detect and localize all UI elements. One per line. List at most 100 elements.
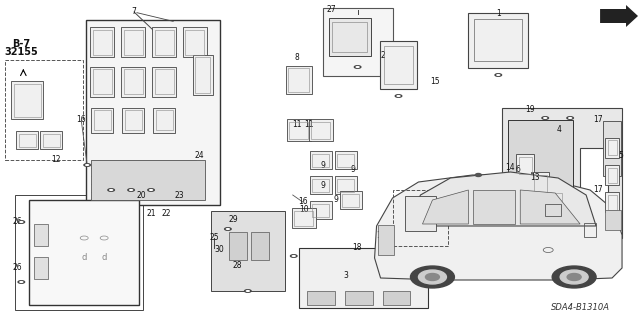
Bar (380, 41, 417, 89)
Bar (392, 190, 449, 246)
Bar (91, 160, 205, 200)
Bar (605, 192, 619, 212)
Bar (607, 195, 616, 210)
Bar (211, 211, 285, 291)
Circle shape (552, 266, 596, 288)
Circle shape (246, 290, 250, 292)
Circle shape (127, 188, 135, 192)
Bar (93, 110, 111, 130)
Bar (86, 19, 220, 204)
Bar (229, 232, 247, 260)
Text: 9: 9 (350, 166, 355, 174)
Circle shape (244, 289, 252, 293)
Bar (40, 131, 62, 149)
Bar (584, 223, 596, 237)
Text: SDA4-B1310A: SDA4-B1310A (550, 302, 610, 311)
Bar (468, 12, 528, 68)
Bar (156, 110, 173, 130)
Bar (122, 108, 144, 132)
Text: 32155: 32155 (4, 47, 38, 57)
Text: 13: 13 (531, 174, 540, 182)
Bar (603, 121, 621, 175)
Text: 1: 1 (496, 10, 500, 19)
Bar (288, 69, 309, 92)
Text: 14: 14 (506, 164, 515, 173)
Polygon shape (406, 172, 596, 226)
Bar (337, 179, 354, 191)
Bar (545, 204, 561, 216)
Text: 9: 9 (320, 160, 325, 169)
Text: 24: 24 (194, 151, 204, 160)
Bar (605, 165, 619, 185)
Bar (335, 176, 356, 194)
Bar (342, 194, 359, 206)
Text: 3: 3 (343, 271, 348, 279)
Bar (310, 201, 332, 219)
Bar (90, 27, 114, 57)
Bar (124, 29, 143, 55)
Bar (121, 27, 145, 57)
Text: 22: 22 (161, 209, 171, 218)
Bar (186, 29, 204, 55)
Text: d: d (102, 254, 107, 263)
Bar (43, 133, 60, 146)
Bar (323, 8, 392, 76)
Text: 17: 17 (593, 115, 603, 124)
Circle shape (83, 163, 91, 167)
Bar (508, 120, 573, 200)
Bar (91, 108, 113, 132)
Text: 29: 29 (228, 216, 237, 225)
Circle shape (129, 189, 133, 191)
Bar (152, 27, 176, 57)
Circle shape (19, 281, 24, 283)
Bar (312, 204, 329, 217)
Text: 9: 9 (333, 196, 338, 204)
Bar (154, 29, 173, 55)
Circle shape (19, 221, 24, 223)
Circle shape (354, 65, 362, 69)
Text: 5: 5 (619, 151, 623, 160)
Text: 8: 8 (294, 54, 299, 63)
Bar (534, 174, 547, 191)
Text: 9: 9 (320, 181, 325, 189)
Text: Fr.: Fr. (602, 11, 614, 21)
Text: 11: 11 (304, 121, 314, 130)
Bar (605, 210, 621, 230)
Text: B-7: B-7 (12, 39, 30, 49)
Circle shape (567, 273, 581, 280)
Bar (292, 208, 316, 228)
Bar (29, 199, 139, 305)
Text: 4: 4 (557, 125, 562, 135)
Bar (607, 167, 616, 182)
Text: 17: 17 (593, 186, 603, 195)
Bar (289, 122, 308, 138)
Circle shape (541, 116, 549, 120)
Circle shape (494, 73, 502, 77)
Bar (531, 172, 549, 194)
Bar (195, 57, 211, 93)
Bar (307, 291, 335, 305)
Bar (404, 196, 436, 231)
Bar (340, 191, 362, 209)
Circle shape (396, 95, 401, 97)
Text: 6: 6 (516, 166, 521, 174)
Bar (251, 232, 269, 260)
Bar (344, 291, 372, 305)
Circle shape (568, 117, 572, 119)
Bar (154, 70, 173, 94)
Bar (286, 66, 312, 94)
Bar (183, 27, 207, 57)
Text: B-7: B-7 (454, 208, 472, 218)
Circle shape (476, 174, 481, 176)
Bar (607, 140, 616, 155)
Text: 30: 30 (214, 246, 224, 255)
Bar (294, 211, 313, 226)
Text: 26: 26 (13, 218, 22, 226)
Circle shape (290, 254, 298, 258)
Bar (605, 138, 619, 158)
Bar (121, 67, 145, 97)
Bar (125, 110, 141, 130)
Bar (383, 291, 410, 305)
Polygon shape (474, 190, 515, 224)
Bar (287, 119, 310, 141)
